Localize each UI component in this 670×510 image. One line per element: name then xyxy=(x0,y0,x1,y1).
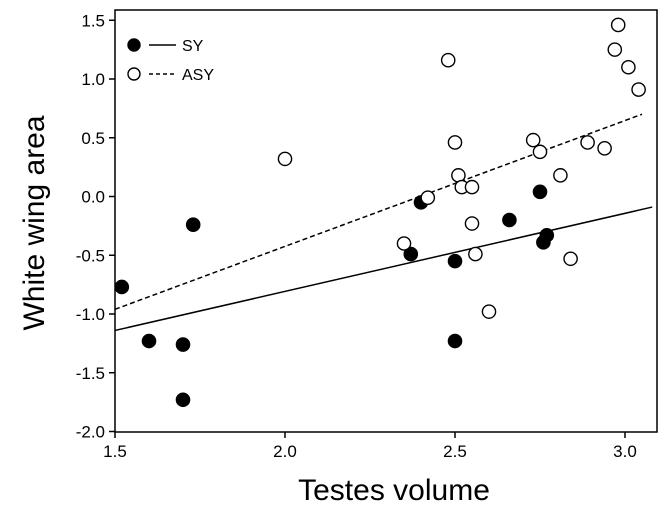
data-point-asy xyxy=(525,132,541,148)
data-point-asy xyxy=(464,179,480,195)
data-point-asy xyxy=(468,246,483,262)
y-tick-label: 0.0 xyxy=(81,188,105,207)
y-axis-title: White wing area xyxy=(18,115,51,330)
data-point-asy xyxy=(277,151,293,167)
data-point-asy xyxy=(610,17,626,33)
legend: SY ASY xyxy=(127,38,214,84)
data-point-sy xyxy=(447,333,463,349)
fit-lines xyxy=(114,113,653,332)
data-point-sy xyxy=(141,333,157,349)
x-axis-ticks: 1.5 2.0 2.5 3.0 xyxy=(103,432,637,461)
data-point-asy xyxy=(396,236,412,251)
y-tick-label: 1.5 xyxy=(81,11,105,30)
data-point-sy xyxy=(114,279,130,295)
plot-frame xyxy=(114,9,658,433)
y-tick-label: -1.0 xyxy=(76,305,105,324)
legend-marker-sy xyxy=(127,38,141,52)
fit-line-asy xyxy=(114,113,643,311)
data-point-asy xyxy=(532,144,548,160)
data-point-sy xyxy=(532,184,548,200)
data-point-asy xyxy=(580,135,595,150)
x-tick-label: 1.5 xyxy=(103,442,127,461)
data-point-asy xyxy=(481,304,497,319)
data-point-sy xyxy=(502,212,517,228)
y-axis-ticks: -2.0 -1.5 -1.0 -0.5 0.0 0.5 1.0 1.5 xyxy=(76,11,115,442)
legend-label-asy: ASY xyxy=(182,67,214,84)
data-point-sy xyxy=(175,337,191,352)
data-point-asy xyxy=(447,135,463,150)
data-point-asy xyxy=(621,59,636,75)
y-tick-label: 0.5 xyxy=(81,129,105,148)
data-point-sy xyxy=(403,246,419,262)
x-axis-title: Testes volume xyxy=(298,474,490,507)
y-tick-label: 1.0 xyxy=(81,70,105,89)
data-point-asy xyxy=(631,82,646,97)
data-point-asy xyxy=(464,216,480,231)
legend-label-sy: SY xyxy=(182,38,204,55)
data-points xyxy=(114,17,646,408)
data-point-sy xyxy=(539,227,555,243)
x-tick-label: 2.5 xyxy=(443,442,467,461)
y-tick-label: -0.5 xyxy=(76,246,105,265)
plot-border xyxy=(114,9,658,433)
legend-marker-asy xyxy=(127,67,141,81)
data-point-asy xyxy=(420,190,436,205)
data-point-asy xyxy=(553,168,568,183)
x-tick-label: 2.0 xyxy=(273,442,297,461)
data-point-asy xyxy=(607,42,623,57)
y-tick-label: -1.5 xyxy=(76,364,105,383)
data-point-asy xyxy=(563,251,578,267)
x-tick-label: 3.0 xyxy=(613,442,637,461)
data-point-sy xyxy=(447,253,463,269)
data-point-sy xyxy=(175,392,191,408)
y-tick-label: -2.0 xyxy=(76,423,105,442)
fit-line-sy xyxy=(114,206,653,332)
data-point-asy xyxy=(440,52,456,68)
data-point-asy xyxy=(597,141,612,156)
data-point-sy xyxy=(185,217,201,232)
